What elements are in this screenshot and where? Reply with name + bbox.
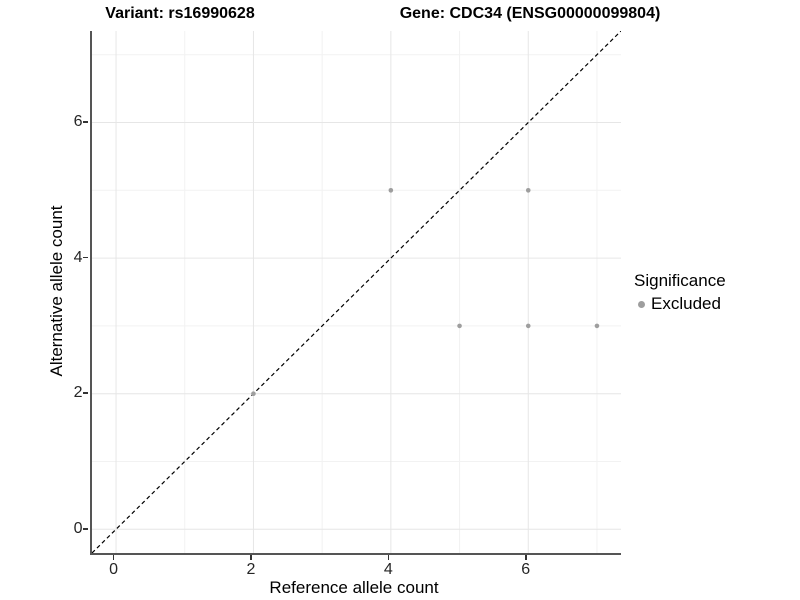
y-tick-label: 6: [73, 113, 83, 131]
x-tick-label: 0: [109, 560, 118, 578]
y-tick-label: 4: [73, 248, 83, 266]
data-point: [525, 323, 531, 328]
data-point: [388, 187, 393, 193]
x-tick-mark: [112, 554, 115, 560]
legend-item-label: Excluded: [651, 294, 721, 313]
y-tick-mark: [82, 256, 88, 259]
plot-panel: [89, 30, 621, 555]
legend-key: [634, 297, 649, 312]
y-tick-mark: [82, 528, 88, 530]
data-point: [456, 323, 462, 328]
excluded-point-icon: [638, 300, 645, 308]
legend-item-excluded: Excluded: [634, 294, 726, 314]
plot-title-variant: Variant: rs16990628: [105, 5, 255, 22]
x-tick-mark: [525, 554, 527, 560]
y-tick-mark: [82, 121, 88, 123]
data-point: [594, 323, 599, 328]
y-tick-label: 2: [73, 384, 83, 402]
plot-title-gene: Gene: CDC34 (ENSG00000099804): [399, 5, 661, 22]
y-tick-mark: [82, 392, 88, 394]
x-axis-title: Reference allele count: [269, 578, 439, 597]
y-tick-label: 0: [73, 519, 83, 537]
x-tick-label: 2: [246, 560, 256, 578]
y-axis-title: Alternative allele count: [47, 205, 66, 377]
legend: Significance Excluded: [634, 271, 726, 314]
chart-canvas: [91, 30, 621, 553]
x-tick-label: 4: [383, 560, 393, 578]
legend-title: Significance: [634, 271, 726, 290]
x-tick-mark: [250, 554, 252, 560]
data-point: [525, 187, 531, 193]
identity-dashed-line: [91, 30, 621, 553]
x-tick-label: 6: [521, 560, 531, 578]
x-tick-mark: [387, 554, 390, 560]
data-point: [250, 390, 256, 396]
